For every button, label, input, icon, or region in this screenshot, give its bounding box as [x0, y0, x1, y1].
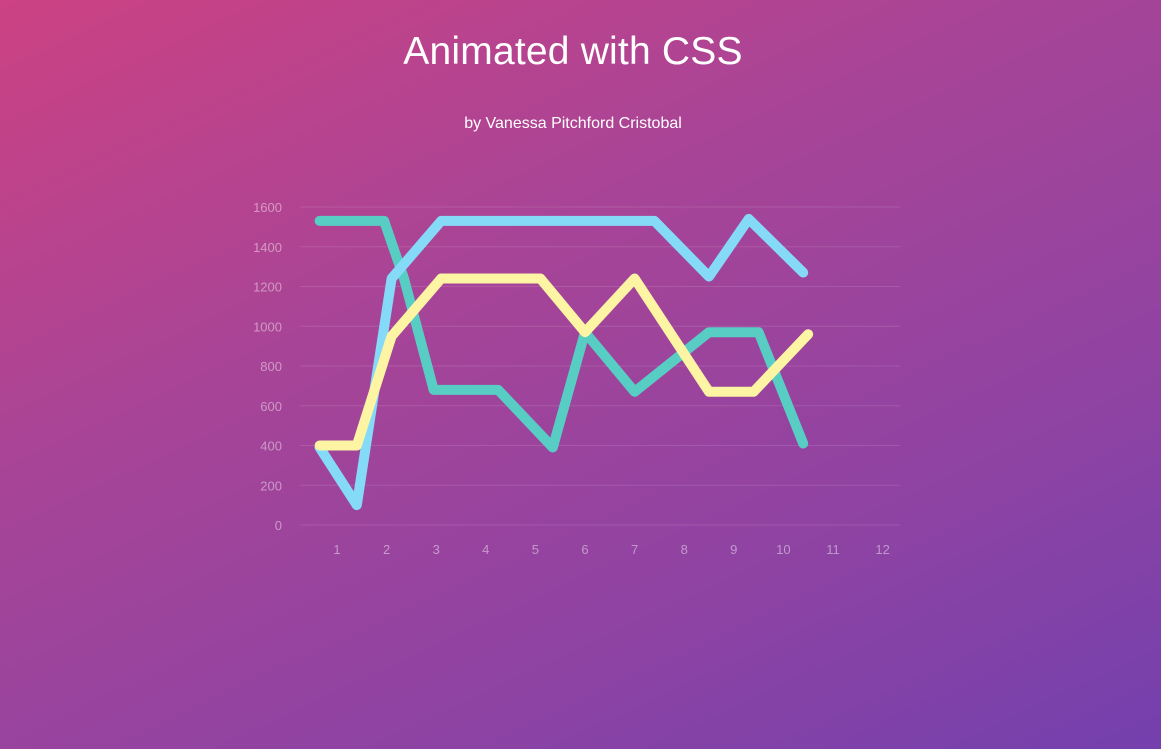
x-tick-label: 2	[383, 542, 390, 557]
x-tick-label: 11	[826, 542, 840, 557]
x-tick-label: 8	[681, 542, 688, 557]
x-tick-label: 3	[433, 542, 440, 557]
grid-layer	[300, 206, 900, 526]
page-title: Animated with CSS	[403, 30, 743, 73]
y-axis: 0 200 400 600 800 1000 1200 1400 1600	[253, 200, 282, 533]
x-tick-label: 7	[631, 542, 638, 557]
x-axis: 1 2 3 4 5 6 7 8 9 10 11 12	[333, 542, 889, 557]
series-layer	[314, 213, 814, 511]
series-line-3	[314, 273, 814, 451]
series-line-1	[314, 215, 809, 453]
series-line-2	[314, 213, 809, 511]
y-tick-label: 0	[275, 518, 282, 533]
y-tick-label: 1000	[253, 319, 282, 334]
x-tick-label: 1	[333, 542, 340, 557]
x-tick-label: 5	[532, 542, 539, 557]
page-subtitle: by Vanessa Pitchford Cristobal	[464, 115, 682, 132]
x-tick-label: 6	[581, 542, 588, 557]
x-tick-label: 10	[776, 542, 790, 557]
y-tick-label: 400	[260, 439, 282, 454]
y-tick-label: 1200	[253, 280, 282, 295]
x-tick-label: 4	[482, 542, 489, 557]
x-tick-label: 9	[730, 542, 737, 557]
y-tick-label: 1400	[253, 240, 282, 255]
y-tick-label: 200	[260, 478, 282, 493]
y-tick-label: 800	[260, 359, 282, 374]
x-tick-label: 12	[875, 542, 889, 557]
y-tick-label: 1600	[253, 200, 282, 215]
y-tick-label: 600	[260, 399, 282, 414]
